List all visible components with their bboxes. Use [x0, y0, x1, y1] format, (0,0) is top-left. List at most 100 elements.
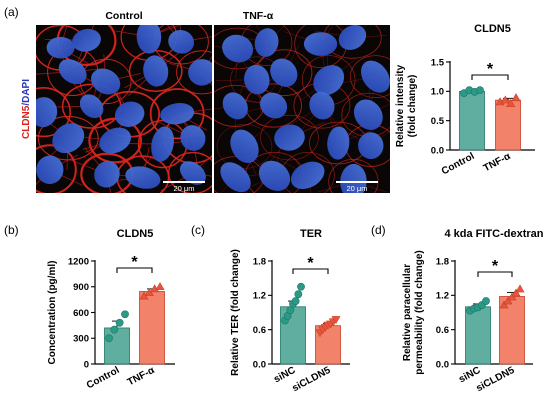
membrane-signal [176, 50, 212, 95]
panel-label-b: (b) [4, 223, 19, 237]
bar-TNF-α [495, 99, 521, 151]
y-tick-label: 0.0 [253, 359, 266, 370]
nucleus [338, 25, 367, 50]
membrane-signal [216, 124, 273, 169]
y-tick-label: 1200 [68, 256, 89, 267]
y-axis-title: Concentration (pg/ml) [47, 261, 58, 365]
category-label: TNF-α [126, 365, 157, 389]
membrane-signal [36, 144, 77, 193]
nucleus [230, 129, 259, 164]
data-point [506, 99, 516, 107]
nucleus [160, 103, 195, 125]
chart-title: 4 kda FITC-dextran [444, 228, 543, 240]
nucleus [303, 32, 338, 56]
nucleus [151, 126, 175, 162]
data-point [121, 310, 129, 319]
y-tick-label: 0.0 [431, 145, 444, 156]
micrograph-control: Control 20 μm [36, 10, 212, 193]
significance-bracket [292, 268, 329, 274]
y-tick-label: 1.2 [253, 291, 266, 302]
micrograph-tnf: TNF-α 20 μm [214, 10, 390, 193]
nucleus [99, 127, 131, 154]
nucleus [143, 55, 169, 87]
significance-bracket [471, 74, 509, 80]
data-point [511, 288, 521, 297]
nucleus [179, 161, 206, 185]
nucleus [222, 34, 254, 63]
category-label: siCLDN5 [474, 365, 516, 394]
significance-star: * [307, 255, 314, 272]
data-point [110, 325, 119, 334]
nucleus [353, 99, 383, 130]
chart-title: CLDN5 [117, 228, 154, 240]
bar-TNF-α [139, 291, 165, 365]
nucleus [327, 126, 350, 160]
category-label: Control [440, 151, 477, 178]
nucleus [91, 68, 121, 95]
data-point [499, 300, 509, 309]
data-point [482, 297, 490, 305]
panel-label-c: (c) [191, 223, 205, 237]
nucleus [136, 25, 162, 54]
y-tick-label: 300 [73, 334, 89, 345]
significance-star: * [487, 61, 494, 78]
nucleus [358, 132, 384, 160]
data-point [515, 284, 525, 293]
data-point [500, 95, 510, 104]
nucleus [222, 92, 248, 120]
bar-Control [459, 90, 485, 151]
y-tick-label: 1.0 [431, 87, 444, 98]
data-point [115, 318, 124, 327]
significance-star: * [492, 258, 499, 275]
y-axis-title: Relative intensity(fold change) [395, 64, 418, 147]
chart-title: CLDN5 [474, 23, 511, 35]
micrograph-tnf-title: TNF-α [243, 10, 274, 22]
data-point [155, 282, 165, 291]
nucleus [309, 91, 335, 120]
panel-label-d: (d) [371, 223, 386, 237]
nucleus [258, 160, 291, 191]
data-point [511, 93, 521, 102]
y-axis-title: Relative paracellularpermeability (fold … [402, 250, 425, 374]
micrograph-control-title: Control [105, 10, 142, 22]
chart-b-cldn5-concentration: CLDN5 Concentration (pg/ml) 0 300 600 900 1200… [47, 228, 175, 391]
y-tick-label: 1.8 [253, 256, 266, 267]
nucleus [220, 162, 251, 193]
membrane-signal [349, 55, 390, 99]
membrane-signal [88, 117, 143, 164]
micrograph-tnf-cells [214, 25, 390, 193]
significance-bracket [116, 267, 153, 273]
y-axis-title: Relative TER (fold change) [230, 249, 241, 376]
nucleus [36, 155, 64, 184]
nucleus [270, 58, 298, 87]
nucleus [79, 94, 104, 119]
y-tick-label: 0 [84, 359, 89, 370]
significance-bracket [477, 271, 513, 277]
bar-Control [104, 327, 130, 365]
micrograph-control-cells [36, 25, 212, 193]
nucleus [188, 59, 212, 86]
membrane-signal [36, 87, 71, 138]
y-tick-label: 0.6 [436, 325, 449, 336]
data-point [507, 292, 517, 301]
data-point [105, 334, 113, 343]
nucleus [94, 161, 120, 188]
category-label: siCLDN5 [290, 365, 332, 394]
panel-label-a: (a) [4, 5, 19, 19]
nucleus [36, 97, 58, 128]
chart-c-ter: TER Relative TER (fold change) 0.0 0.6 1.2 1.… [230, 228, 350, 394]
nucleus [313, 65, 345, 96]
micrograph-channel-label: CLDN5/DAPI [21, 79, 32, 139]
data-point [297, 282, 305, 291]
nucleus [168, 29, 194, 54]
scale-bar-label: 20 μm [347, 184, 368, 193]
nucleus [125, 166, 161, 189]
nucleus [244, 64, 270, 95]
nucleus [72, 28, 101, 52]
significance-star: * [131, 254, 138, 271]
category-label: TNF-α [482, 151, 513, 175]
nucleus [58, 59, 87, 85]
y-tick-label: 1.8 [436, 256, 449, 267]
category-label: Control [85, 365, 122, 392]
